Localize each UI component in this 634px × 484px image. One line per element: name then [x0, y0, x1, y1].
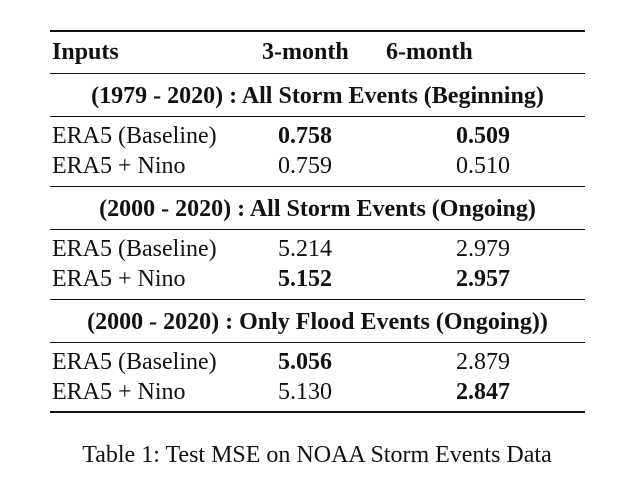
group-title-2000-2020-all-storm-ongoing: (2000 - 2020) : All Storm Events (Ongoin… — [99, 196, 536, 222]
header-bottom-rule — [50, 73, 585, 74]
row-6-month-value: 2.957 — [456, 266, 510, 292]
row-input-label: ERA5 + Nino — [52, 266, 186, 292]
row-3-month-value: 5.152 — [278, 266, 332, 292]
group-3-top-rule — [50, 299, 585, 300]
group-title-1979-2020-all-storm-beginning: (1979 - 2020) : All Storm Events (Beginn… — [91, 83, 544, 109]
table-bottom-rule — [50, 411, 585, 413]
header-inputs: Inputs — [52, 39, 119, 65]
row-6-month-value: 0.509 — [456, 123, 510, 149]
table-caption: Table 1: Test MSE on NOAA Storm Events D… — [82, 442, 552, 468]
row-3-month-value: 0.758 — [278, 123, 332, 149]
row-3-month-value: 5.214 — [278, 236, 332, 262]
table-top-rule — [50, 30, 585, 32]
row-6-month-value: 2.979 — [456, 236, 510, 262]
row-input-label: ERA5 + Nino — [52, 379, 186, 405]
row-6-month-value: 0.510 — [456, 153, 510, 179]
row-input-label: ERA5 (Baseline) — [52, 349, 217, 375]
group-1-title-rule — [50, 116, 585, 117]
row-6-month-value: 2.847 — [456, 379, 510, 405]
row-input-label: ERA5 (Baseline) — [52, 123, 217, 149]
header-3-month: 3-month — [262, 39, 349, 65]
row-3-month-value: 0.759 — [278, 153, 332, 179]
group-2-title-rule — [50, 229, 585, 230]
row-input-label: ERA5 (Baseline) — [52, 236, 217, 262]
group-3-title-rule — [50, 342, 585, 343]
row-6-month-value: 2.879 — [456, 349, 510, 375]
row-3-month-value: 5.056 — [278, 349, 332, 375]
group-2-top-rule — [50, 186, 585, 187]
group-title-2000-2020-flood-ongoing: (2000 - 2020) : Only Flood Events (Ongoi… — [87, 309, 548, 335]
header-6-month: 6-month — [386, 39, 473, 65]
row-3-month-value: 5.130 — [278, 379, 332, 405]
row-input-label: ERA5 + Nino — [52, 153, 186, 179]
